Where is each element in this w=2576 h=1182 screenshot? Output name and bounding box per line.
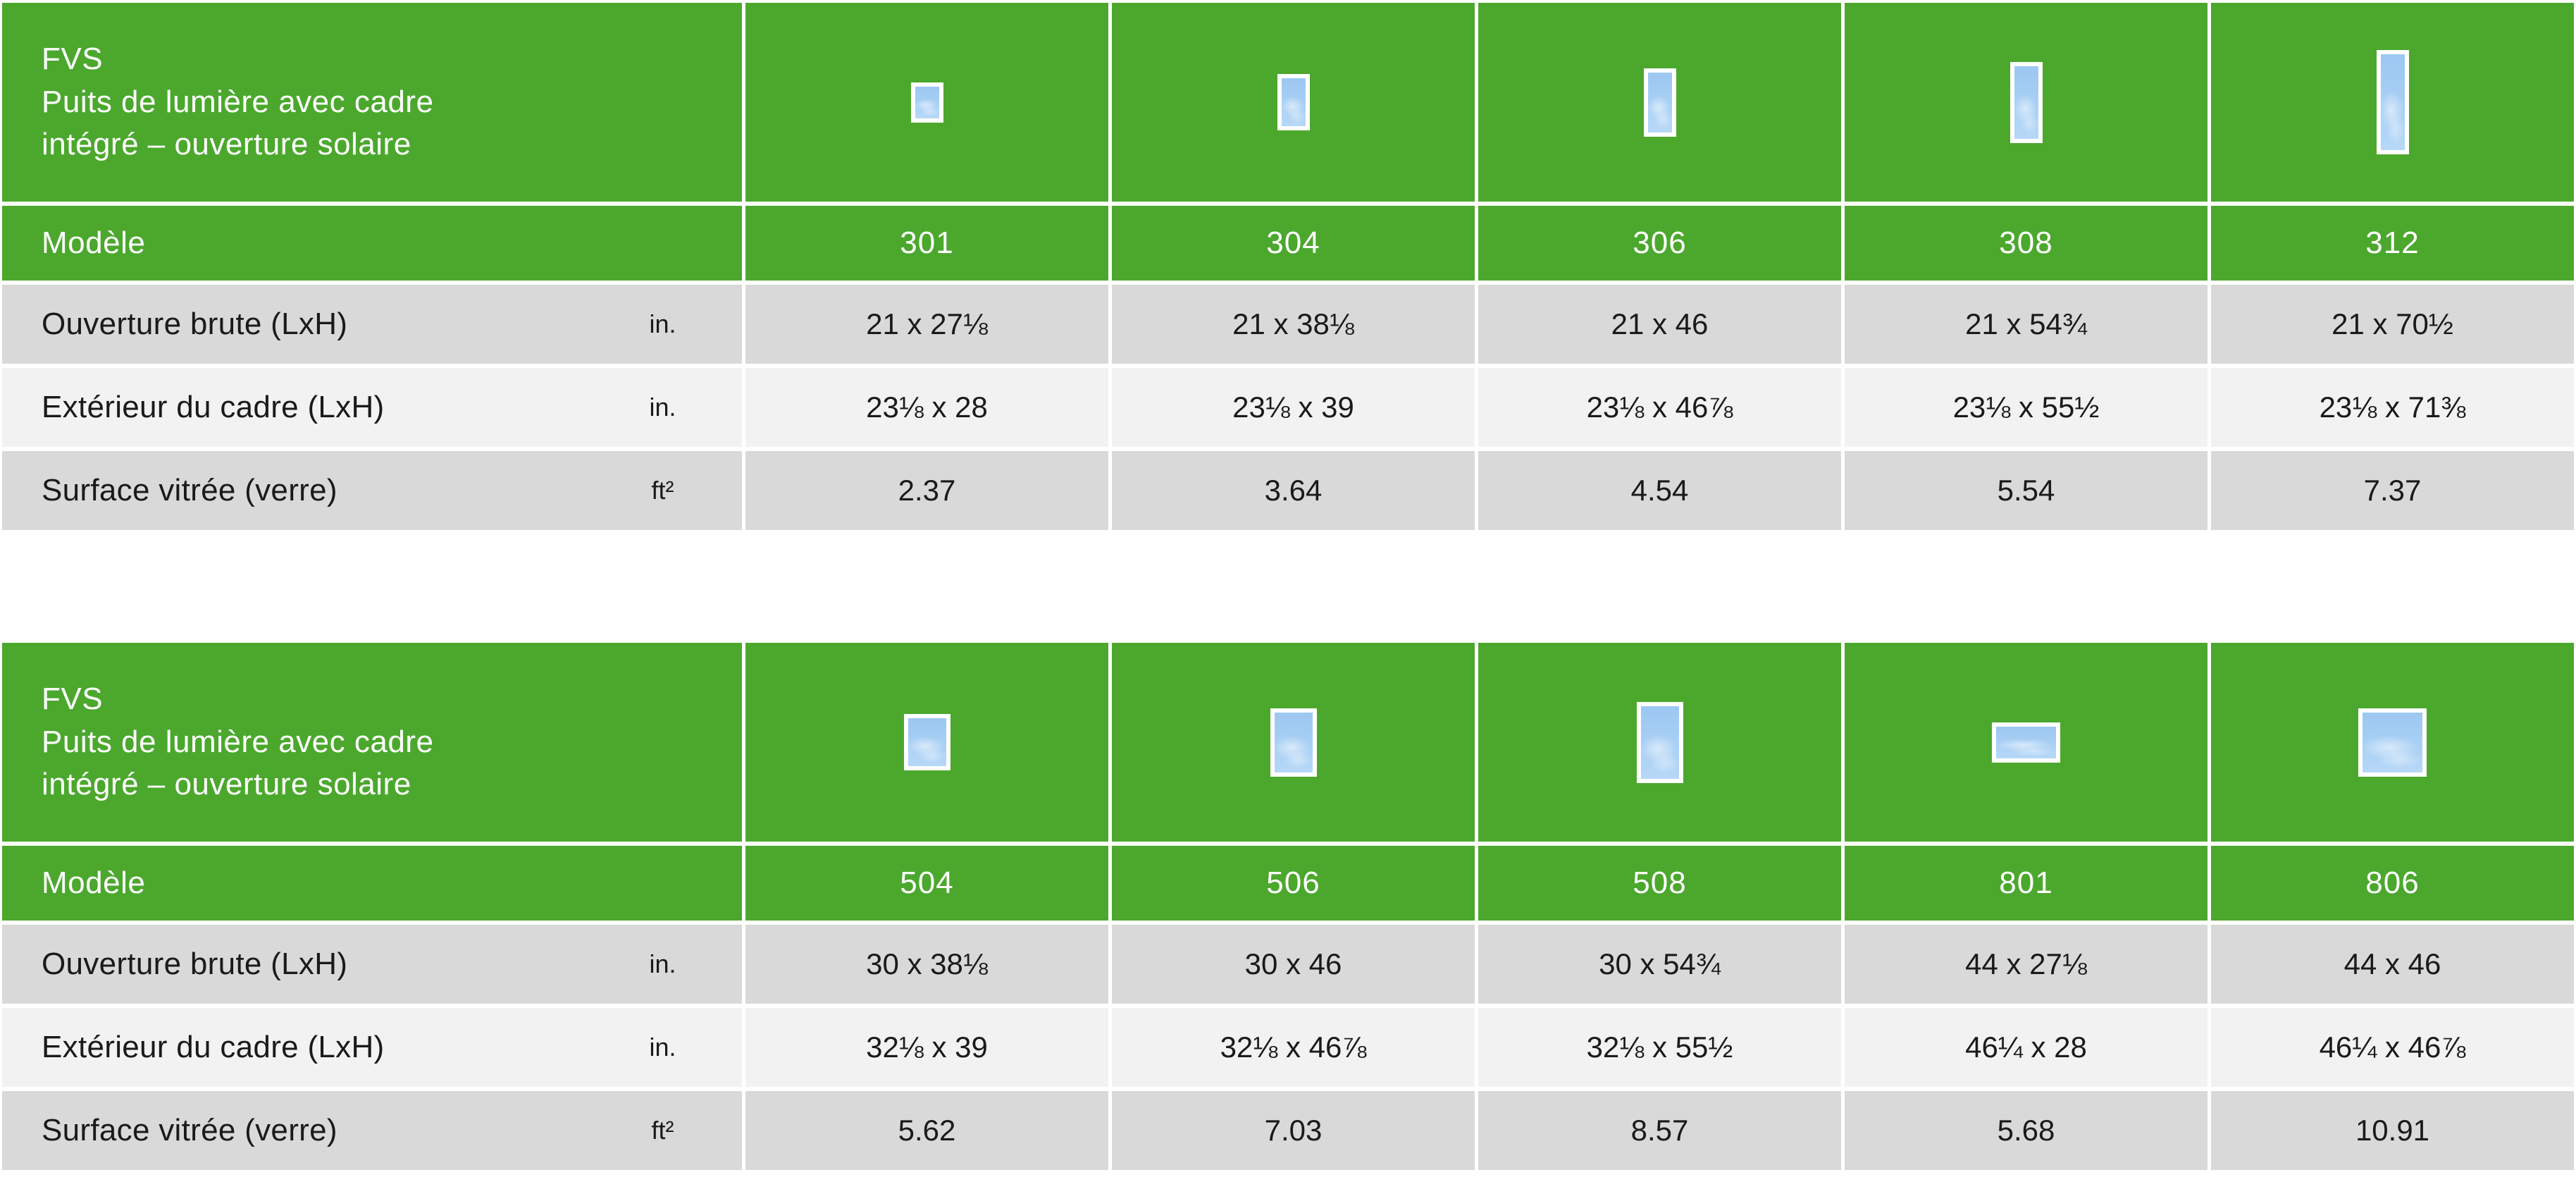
- row-label-frame-exterior: Extérieur du cadre (LxH): [42, 390, 385, 424]
- unit-label: ft²: [651, 476, 674, 505]
- frame-exterior-value: 32⅛ x 46⅞: [1112, 1008, 1475, 1087]
- sky-glass: [1647, 72, 1672, 133]
- gross-opening-value: 30 x 38⅛: [745, 925, 1108, 1004]
- skylight-icon: [1270, 708, 1317, 777]
- skylight-preview-cell: [1112, 643, 1475, 842]
- frame-exterior-value: 46¼ x 28: [1845, 1008, 2207, 1087]
- row-label-glass-area: Surface vitrée (verre): [42, 473, 338, 507]
- row-label-frame-exterior-cell: Extérieur du cadre (LxH) in.: [2, 368, 742, 447]
- skylight-icon: [1636, 701, 1683, 783]
- fvs-table-2: FVS Puits de lumière avec cadre intégré …: [2, 643, 2574, 1170]
- glass-area-value: 7.03: [1112, 1091, 1475, 1170]
- model-number: 308: [1845, 206, 2207, 281]
- glass-area-value: 5.62: [745, 1091, 1108, 1170]
- gross-opening-value: 21 x 27⅛: [745, 285, 1108, 364]
- row-label-model-cell: Modèle: [2, 206, 742, 281]
- sky-glass: [1281, 78, 1306, 126]
- skylight-preview-cell: [745, 643, 1108, 842]
- skylight-preview-cell: [1845, 643, 2207, 842]
- row-label-gross-opening-cell: Ouverture brute (LxH) in.: [2, 925, 742, 1004]
- glass-area-value: 4.54: [1478, 451, 1841, 530]
- glass-area-value: 5.68: [1845, 1091, 2207, 1170]
- frame-exterior-value: 23⅛ x 28: [745, 368, 1108, 447]
- skylight-icon: [903, 714, 950, 770]
- model-number: 508: [1478, 846, 1841, 921]
- glass-area-value: 8.57: [1478, 1091, 1841, 1170]
- row-label-model: Modèle: [42, 226, 146, 260]
- frame-exterior-value: 32⅛ x 55½: [1478, 1008, 1841, 1087]
- unit-label: in.: [649, 1033, 676, 1061]
- row-label-glass-area-cell: Surface vitrée (verre) ft²: [2, 1091, 742, 1170]
- gross-opening-value: 21 x 70½: [2211, 285, 2574, 364]
- gross-opening-value: 30 x 46: [1112, 925, 1475, 1004]
- model-number: 306: [1478, 206, 1841, 281]
- glass-area-value: 10.91: [2211, 1091, 2574, 1170]
- glass-area-value: 5.54: [1845, 451, 2207, 530]
- gross-opening-value: 44 x 27⅛: [1845, 925, 2207, 1004]
- model-number: 806: [2211, 846, 2574, 921]
- row-label-glass-area-cell: Surface vitrée (verre) ft²: [2, 451, 742, 530]
- table-title: FVS Puits de lumière avec cadre intégré …: [42, 681, 434, 802]
- skylight-preview-cell: [1478, 3, 1841, 202]
- model-number: 506: [1112, 846, 1475, 921]
- skylight-preview-cell: [2211, 3, 2574, 202]
- skylight-icon: [2010, 61, 2043, 143]
- sky-glass: [915, 86, 939, 118]
- unit-label: in.: [649, 393, 676, 421]
- frame-exterior-value: 23⅛ x 55½: [1845, 368, 2207, 447]
- row-label-frame-exterior: Extérieur du cadre (LxH): [42, 1030, 385, 1064]
- table-header-cell: FVS Puits de lumière avec cadre intégré …: [2, 643, 742, 842]
- sky-glass: [908, 718, 946, 766]
- glass-area-value: 7.37: [2211, 451, 2574, 530]
- model-number: 801: [1845, 846, 2207, 921]
- skylight-preview-cell: [1845, 3, 2207, 202]
- skylight-preview-cell: [2211, 643, 2574, 842]
- skylight-preview-cell: [1112, 3, 1475, 202]
- gross-opening-value: 44 x 46: [2211, 925, 2574, 1004]
- fvs-table-1: FVS Puits de lumière avec cadre intégré …: [2, 3, 2574, 530]
- sky-glass: [2380, 54, 2405, 150]
- skylight-icon: [1277, 74, 1310, 130]
- table-header-cell: FVS Puits de lumière avec cadre intégré …: [2, 3, 742, 202]
- skylight-icon: [910, 82, 943, 123]
- model-number: 304: [1112, 206, 1475, 281]
- model-number: 301: [745, 206, 1108, 281]
- model-number: 504: [745, 846, 1108, 921]
- frame-exterior-value: 23⅛ x 39: [1112, 368, 1475, 447]
- frame-exterior-value: 32⅛ x 39: [745, 1008, 1108, 1087]
- frame-exterior-value: 23⅛ x 71⅜: [2211, 368, 2574, 447]
- skylight-preview-cell: [1478, 643, 1841, 842]
- sky-glass: [1274, 712, 1313, 772]
- skylight-icon: [1992, 722, 2060, 763]
- unit-label: ft²: [651, 1116, 674, 1145]
- skylight-icon: [1643, 68, 1676, 137]
- sky-glass: [1996, 726, 2056, 758]
- sky-glass: [1640, 706, 1679, 779]
- skylight-icon: [2376, 50, 2409, 154]
- row-label-gross-opening: Ouverture brute (LxH): [42, 307, 348, 341]
- row-label-frame-exterior-cell: Extérieur du cadre (LxH) in.: [2, 1008, 742, 1087]
- row-label-gross-opening: Ouverture brute (LxH): [42, 947, 348, 981]
- sky-glass: [2363, 712, 2422, 772]
- sky-glass: [2014, 66, 2038, 139]
- gross-opening-value: 21 x 46: [1478, 285, 1841, 364]
- unit-label: in.: [649, 949, 676, 978]
- model-number: 312: [2211, 206, 2574, 281]
- row-label-model: Modèle: [42, 866, 146, 900]
- frame-exterior-value: 23⅛ x 46⅞: [1478, 368, 1841, 447]
- skylight-preview-cell: [745, 3, 1108, 202]
- glass-area-value: 2.37: [745, 451, 1108, 530]
- table-title: FVS Puits de lumière avec cadre intégré …: [42, 41, 434, 162]
- gross-opening-value: 21 x 38⅛: [1112, 285, 1475, 364]
- gross-opening-value: 30 x 54¾: [1478, 925, 1841, 1004]
- row-label-glass-area: Surface vitrée (verre): [42, 1113, 338, 1147]
- row-label-gross-opening-cell: Ouverture brute (LxH) in.: [2, 285, 742, 364]
- frame-exterior-value: 46¼ x 46⅞: [2211, 1008, 2574, 1087]
- glass-area-value: 3.64: [1112, 451, 1475, 530]
- gross-opening-value: 21 x 54¾: [1845, 285, 2207, 364]
- row-label-model-cell: Modèle: [2, 846, 742, 921]
- unit-label: in.: [649, 309, 676, 338]
- skylight-icon: [2358, 708, 2427, 777]
